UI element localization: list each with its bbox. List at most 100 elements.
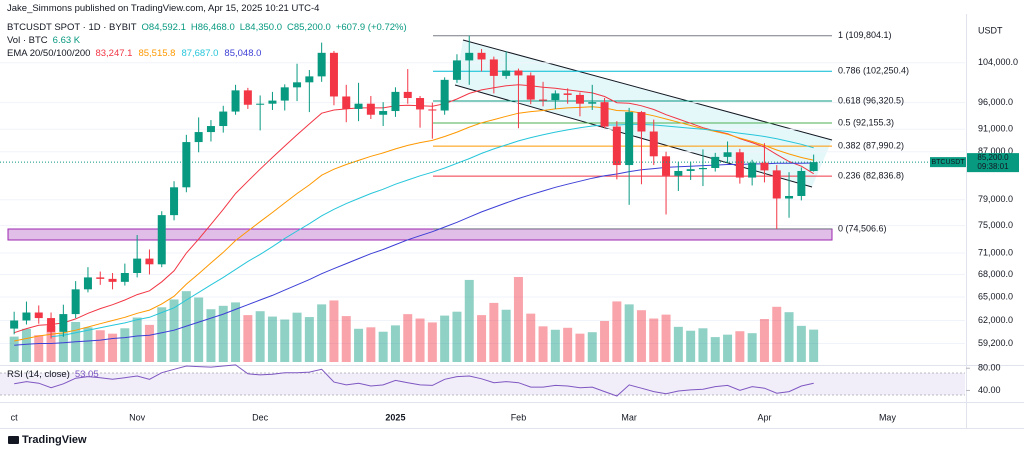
volume-bar [759, 319, 769, 362]
volume-bar [169, 299, 179, 362]
fib-label: 0.382 (87,990.2) [838, 140, 904, 150]
candle-body [96, 277, 105, 279]
volume-bar [440, 315, 450, 362]
candle-body [206, 126, 215, 133]
volume-bar [83, 327, 93, 362]
volume-bar [58, 332, 68, 362]
ema-line [14, 106, 814, 342]
volume-bar [489, 302, 499, 362]
candle-body [428, 109, 437, 111]
volume-bar [636, 310, 646, 362]
symbol-legend: BTCUSDT SPOT · 1D · BYBIT O84,592.1 H86,… [7, 22, 407, 33]
x-tick-label: ct [11, 412, 19, 422]
candle-body [108, 278, 117, 282]
candle-body [735, 152, 744, 178]
fib-label: 0.5 (92,155.3) [838, 117, 894, 127]
rsi-tick-label: 80.00 [978, 363, 1001, 373]
candle-body [674, 170, 683, 176]
candle-body [83, 277, 92, 290]
candle-body [71, 289, 80, 315]
x-tick-label: 2025 [385, 412, 405, 422]
candle-body [305, 76, 314, 83]
volume-bar [218, 305, 228, 362]
rsi-line [14, 364, 814, 397]
candle-body [440, 79, 449, 111]
ema-value: 85,515.8 [138, 48, 176, 59]
volume-bar [612, 301, 622, 362]
volume-bar [686, 330, 696, 362]
y-tick-label: 75,000.0 [978, 220, 1013, 230]
rsi-band [0, 373, 965, 395]
volume-bar [415, 318, 425, 362]
ohlc-low: L84,350.0 [239, 22, 282, 33]
candle-body [391, 91, 400, 112]
volume-bar [341, 316, 351, 362]
fib-label: 0 (74,506.6) [838, 223, 887, 233]
y-tick-label: 59,200.0 [978, 338, 1013, 348]
volume-bar [563, 327, 573, 362]
support-zone [7, 228, 833, 241]
candle-body [59, 314, 68, 332]
candle-body [575, 94, 584, 104]
logo-icon [8, 436, 19, 444]
y-tick-label: 91,000.0 [978, 124, 1013, 134]
axis-title: USDT [978, 25, 1003, 35]
volume-bar [108, 333, 118, 362]
candle-body [563, 93, 572, 95]
candle-body [477, 52, 486, 60]
candle-body [698, 168, 707, 170]
price-tag [967, 153, 1019, 173]
ohlc-close: C85,200.0 [287, 22, 331, 33]
volume-bar [354, 328, 364, 362]
candle-body [317, 52, 326, 77]
y-tick-label: 68,000.0 [978, 269, 1013, 279]
volume-bar [231, 302, 241, 362]
candle-body [243, 90, 252, 105]
volume-bar [452, 311, 462, 362]
candle-body [280, 87, 289, 101]
volume-bar [501, 309, 511, 362]
volume-bar [21, 328, 31, 362]
ema-values: 83,247.1 85,515.8 87,687.0 85,048.0 [95, 48, 261, 59]
volume-bar [390, 325, 400, 362]
volume-bar [194, 297, 204, 362]
candle-body [785, 195, 794, 199]
volume-bar [575, 333, 585, 362]
candle-body [797, 170, 806, 196]
x-tick-label: May [879, 412, 897, 422]
candle-body [34, 312, 43, 319]
rsi-value: 53.05 [74, 369, 99, 380]
volume-bar [9, 336, 19, 362]
candle-body [329, 52, 338, 97]
candle-body [539, 99, 548, 101]
candle-body [47, 318, 56, 332]
volume-bar [304, 317, 314, 362]
candle-body [170, 187, 179, 216]
fib-label: 0.618 (96,320.5) [838, 95, 904, 105]
y-tick-label: 104,000.0 [978, 57, 1018, 67]
rsi-legend: RSI (14, close) 53.05 [7, 369, 99, 380]
volume-bar [600, 320, 610, 362]
volume-bar [255, 311, 265, 362]
volume-bar [477, 315, 487, 362]
volume-bar [243, 315, 253, 362]
symbol-title: BTCUSDT SPOT · 1D · BYBIT [7, 22, 137, 33]
volume-bar [809, 329, 819, 362]
y-tick-label: 62,000.0 [978, 315, 1013, 325]
candle-body [686, 169, 695, 171]
y-tick-label: 65,000.0 [978, 291, 1013, 301]
ema-value: 85,048.0 [224, 48, 262, 59]
volume-bar [698, 328, 708, 362]
candle-body [354, 103, 363, 109]
volume-bar [624, 304, 634, 362]
candle-body [551, 93, 560, 101]
volume-bar [317, 304, 327, 362]
volume-bar [661, 314, 671, 362]
candle-body [379, 111, 388, 115]
volume-bar [784, 312, 794, 362]
candle-body [22, 312, 31, 321]
candle-body [194, 132, 203, 143]
candle-body [133, 258, 142, 273]
